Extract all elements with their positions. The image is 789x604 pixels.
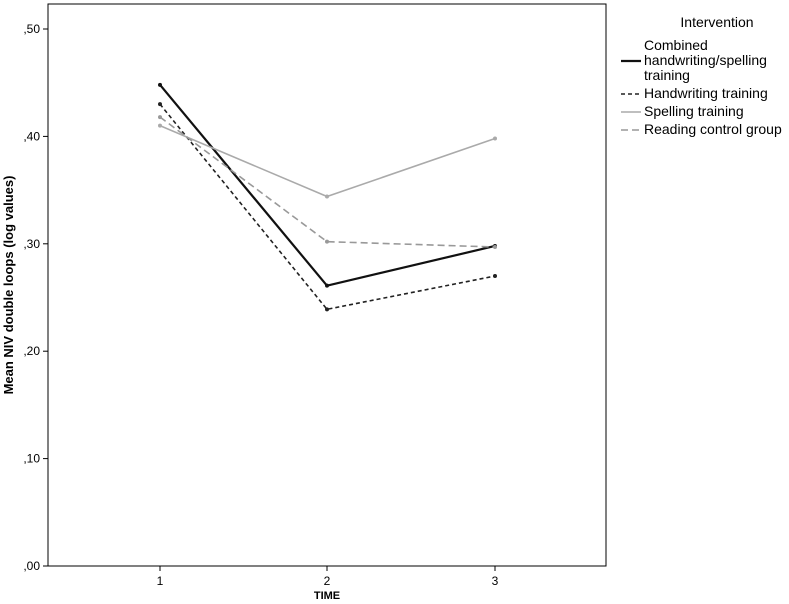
legend-label: Reading control group [644, 121, 782, 137]
data-point [158, 123, 162, 128]
y-tick-label: ,20 [23, 344, 40, 358]
data-point [158, 102, 162, 107]
legend-label: Spelling training [644, 103, 744, 119]
x-tick-label: 1 [157, 574, 164, 588]
legend-label: Handwriting training [644, 85, 768, 101]
data-point [325, 283, 329, 288]
data-point [493, 245, 497, 250]
x-axis: 1 2 3 [157, 566, 499, 588]
data-point [325, 239, 329, 244]
y-tick-label: ,40 [23, 129, 40, 143]
series-layer [158, 82, 497, 312]
y-tick-label: ,50 [23, 22, 40, 36]
legend: Intervention Combined handwriting/spellin… [621, 14, 782, 137]
y-tick-label: ,00 [23, 559, 40, 573]
legend-title: Intervention [680, 14, 753, 30]
legend-label: Combined handwriting/spelling training [644, 37, 767, 83]
x-tick-label: 3 [492, 574, 499, 588]
data-point [493, 136, 497, 141]
y-axis-title: Mean NIV double loops (log values) [1, 176, 16, 395]
x-axis-title: TIME [314, 590, 340, 602]
y-axis: ,00 ,10 ,20 ,30 ,40 ,50 [23, 22, 48, 573]
data-point [158, 115, 162, 120]
y-tick-label: ,30 [23, 237, 40, 251]
series-line [159, 116, 496, 248]
data-point [325, 307, 329, 312]
data-point [325, 194, 329, 199]
y-tick-label: ,10 [23, 452, 40, 466]
data-point [158, 82, 162, 87]
series-line [159, 103, 496, 311]
x-tick-label: 2 [324, 574, 331, 588]
data-point [493, 274, 497, 279]
